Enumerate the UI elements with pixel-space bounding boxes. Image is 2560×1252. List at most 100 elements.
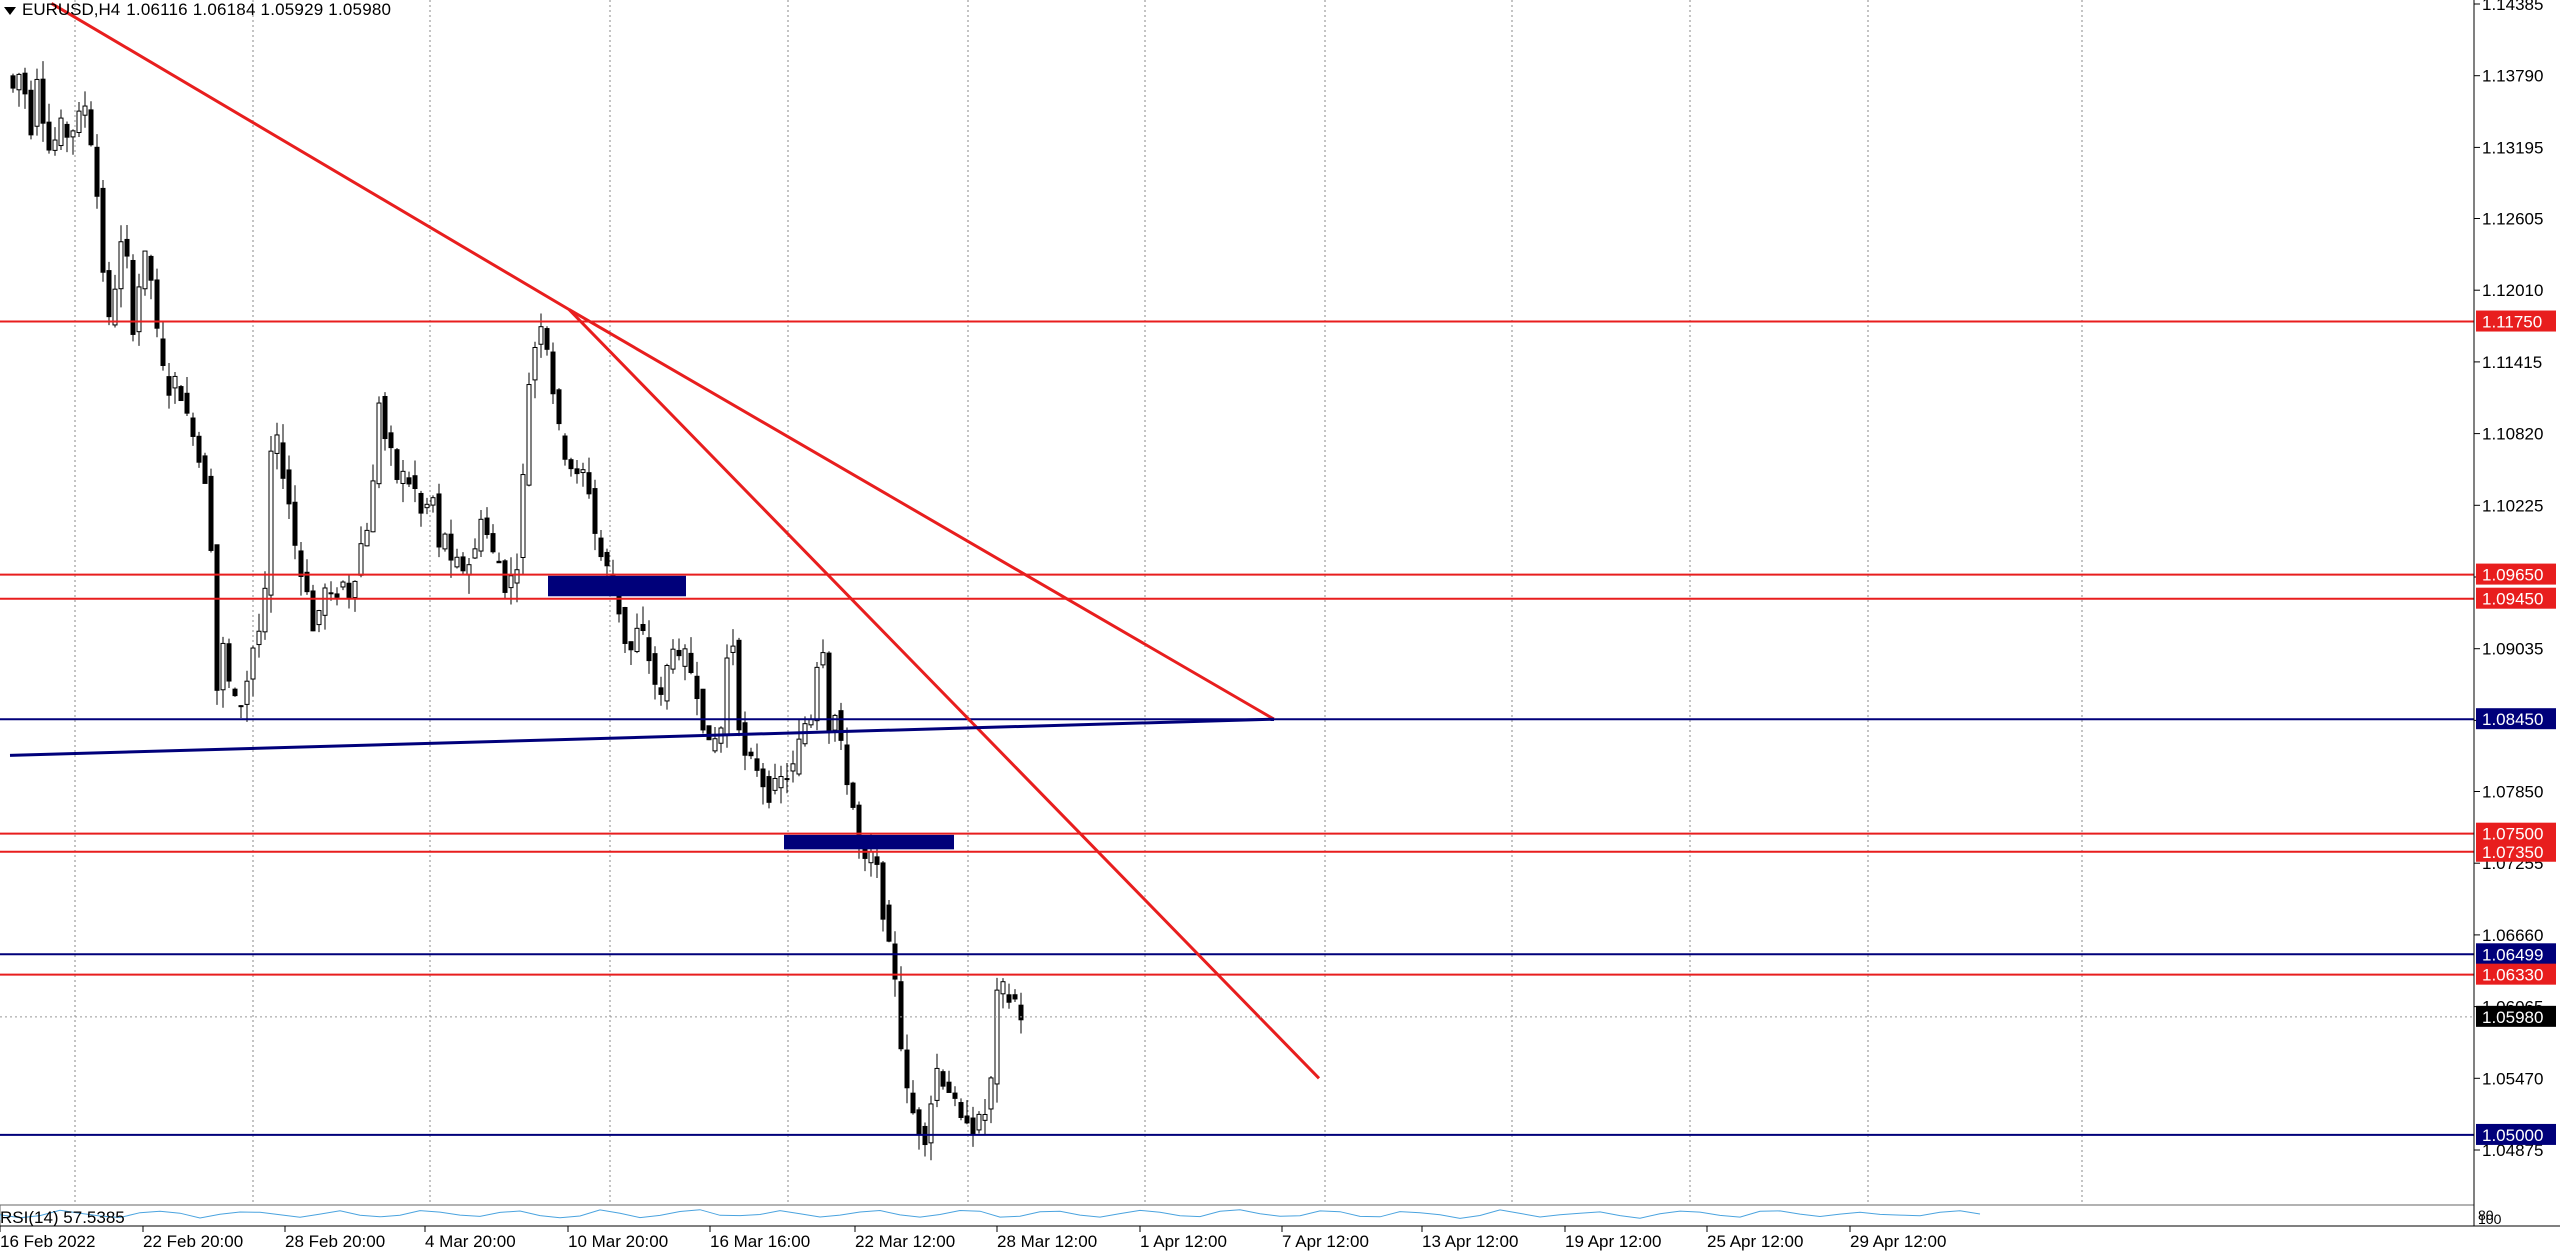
rsi-panel	[0, 1204, 2475, 1227]
candle-body	[946, 1081, 952, 1093]
level-price-label: 1.09650	[2482, 566, 2543, 585]
price-tick-label: 1.12010	[2482, 281, 2543, 300]
candle-body	[694, 675, 700, 700]
price-tick-label: 1.11415	[2482, 353, 2542, 372]
candle-body	[892, 943, 898, 980]
trendline[interactable]	[50, 2, 570, 311]
time-tick-label: 1 Apr 12:00	[1140, 1232, 1227, 1251]
candle-body	[448, 533, 454, 561]
candle-body	[736, 639, 742, 731]
candle-body	[52, 139, 58, 151]
candle-body	[34, 78, 40, 127]
candle-body	[886, 904, 892, 942]
price-tick-label: 1.10225	[2482, 496, 2543, 515]
candle-body	[1000, 981, 1006, 995]
candle-body	[586, 472, 592, 495]
candle-body	[508, 575, 514, 589]
time-tick-label: 19 Apr 12:00	[1565, 1232, 1661, 1251]
candle-body	[748, 751, 754, 757]
candle-body	[298, 550, 304, 577]
candle-body	[148, 255, 154, 281]
price-tick-label: 1.13790	[2482, 67, 2543, 86]
candle-body	[796, 738, 802, 775]
candle-body	[22, 72, 28, 95]
candle-body	[784, 778, 790, 781]
candle-body	[304, 571, 310, 593]
candle-body	[364, 529, 370, 547]
candle-body	[742, 722, 748, 756]
level-price-tag	[2476, 563, 2556, 585]
candle-body	[232, 688, 238, 697]
candle-body	[724, 657, 730, 735]
trendline[interactable]	[9, 717, 1275, 757]
trendline[interactable]	[567, 308, 1321, 1080]
candle-body	[208, 475, 214, 551]
dropdown-triangle-icon[interactable]	[4, 7, 16, 15]
candle-body	[220, 642, 226, 691]
candle-body	[340, 581, 346, 588]
zone-rectangle[interactable]	[548, 575, 686, 597]
candle-body	[196, 435, 202, 463]
candle-body	[352, 580, 358, 599]
level-price-tag	[2476, 963, 2556, 985]
candle-body	[214, 544, 220, 691]
candle-body	[970, 1117, 976, 1135]
candle-body	[202, 455, 208, 484]
candle-body	[556, 389, 562, 425]
price-tick-label: 1.05470	[2482, 1069, 2543, 1088]
candle-body	[130, 259, 136, 335]
zone-rectangle[interactable]	[784, 834, 954, 850]
candle-body	[538, 326, 544, 345]
level-price-tag	[2476, 822, 2556, 844]
candle-body	[820, 652, 826, 666]
candle-body	[682, 648, 688, 667]
candle-body	[40, 78, 46, 124]
price-tick-label: 1.04875	[2482, 1141, 2543, 1160]
trendline[interactable]	[568, 308, 1275, 721]
candle-body	[424, 503, 430, 509]
candle-body	[184, 392, 190, 414]
current-price-tag	[2476, 1005, 2556, 1027]
candle-body	[172, 375, 178, 389]
candle-body	[124, 238, 130, 257]
candle-body	[106, 270, 112, 318]
candle-body	[430, 497, 436, 506]
candle-body	[454, 556, 460, 568]
chart-header: EURUSD,H4 1.06116 1.06184 1.05929 1.0598…	[4, 0, 391, 20]
candle-body	[484, 517, 490, 536]
candle-body	[142, 250, 148, 290]
candle-body	[10, 75, 16, 89]
candle-body	[832, 714, 838, 731]
time-tick-label: 4 Mar 20:00	[425, 1232, 516, 1251]
candle-body	[688, 652, 694, 673]
candle-body	[310, 590, 316, 632]
candle-body	[958, 1102, 964, 1118]
candle-body	[1018, 1004, 1024, 1021]
level-price-label: 1.06330	[2482, 966, 2543, 985]
candle-body	[772, 777, 778, 791]
level-price-tag	[2476, 1123, 2556, 1145]
candle-body	[1012, 994, 1018, 1000]
time-tick-label: 13 Apr 12:00	[1422, 1232, 1518, 1251]
candle-body	[478, 518, 484, 552]
candle-body	[16, 73, 22, 91]
candle-body	[28, 89, 34, 136]
candle-body	[916, 1109, 922, 1135]
candle-body	[178, 386, 184, 402]
candle-body	[910, 1092, 916, 1114]
price-tick-label: 1.09035	[2482, 640, 2543, 659]
candle-body	[580, 469, 586, 474]
candle-body	[940, 1071, 946, 1087]
level-price-label: 1.05000	[2482, 1126, 2543, 1145]
candle-body	[400, 470, 406, 484]
candle-body	[226, 643, 232, 682]
candle-body	[604, 551, 610, 567]
price-tick-label: 1.10820	[2482, 425, 2543, 444]
candle-body	[166, 376, 172, 396]
candle-body	[544, 328, 550, 350]
candle-body	[316, 610, 322, 626]
rsi-label: RSI(14) 57.5385	[0, 1208, 125, 1227]
level-price-label: 1.07350	[2482, 843, 2543, 862]
